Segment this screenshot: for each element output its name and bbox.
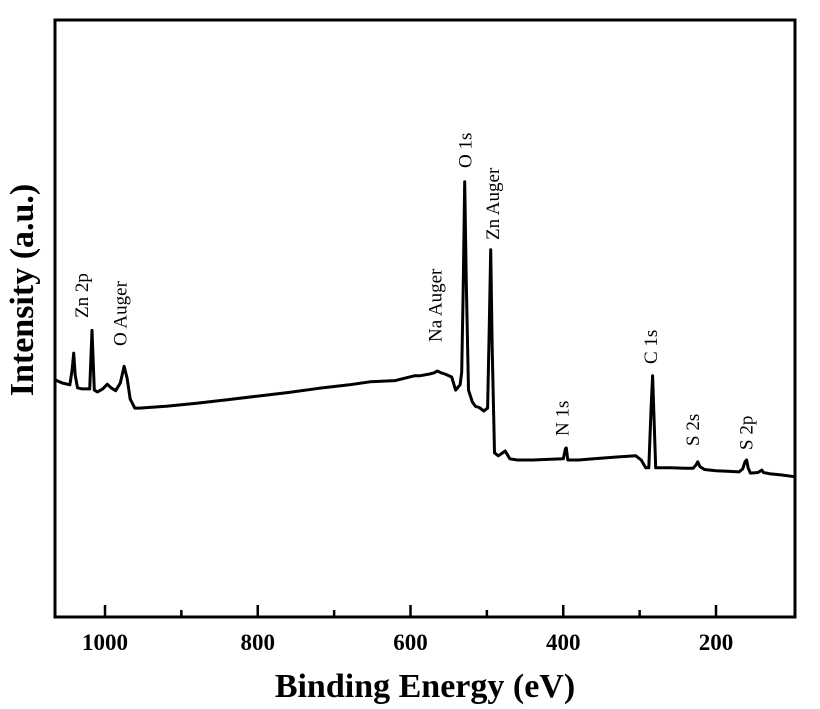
x-tick-label: 400 (546, 630, 581, 655)
peak-annotation: O Auger (110, 280, 131, 346)
peak-annotation: N 1s (553, 401, 574, 436)
x-axis-title: Binding Energy (eV) (275, 668, 575, 705)
series-line (54, 180, 795, 479)
x-tick-label: 800 (241, 630, 276, 655)
y-axis-title: Intensity (a.u.) (4, 184, 41, 397)
peak-annotation: O 1s (456, 133, 477, 168)
peak-annotation: Zn Auger (483, 167, 504, 240)
peak-annotation: S 2s (683, 414, 704, 446)
x-tick-label: 1000 (82, 630, 128, 655)
plot-frame (53, 18, 797, 619)
peak-annotation: Zn 2p (72, 273, 93, 318)
peak-annotation: Na Auger (426, 268, 447, 342)
x-tick-label: 600 (393, 630, 428, 655)
peak-annotation: C 1s (641, 330, 662, 364)
peak-annotation: S 2p (737, 416, 758, 450)
x-tick-label: 200 (699, 630, 734, 655)
